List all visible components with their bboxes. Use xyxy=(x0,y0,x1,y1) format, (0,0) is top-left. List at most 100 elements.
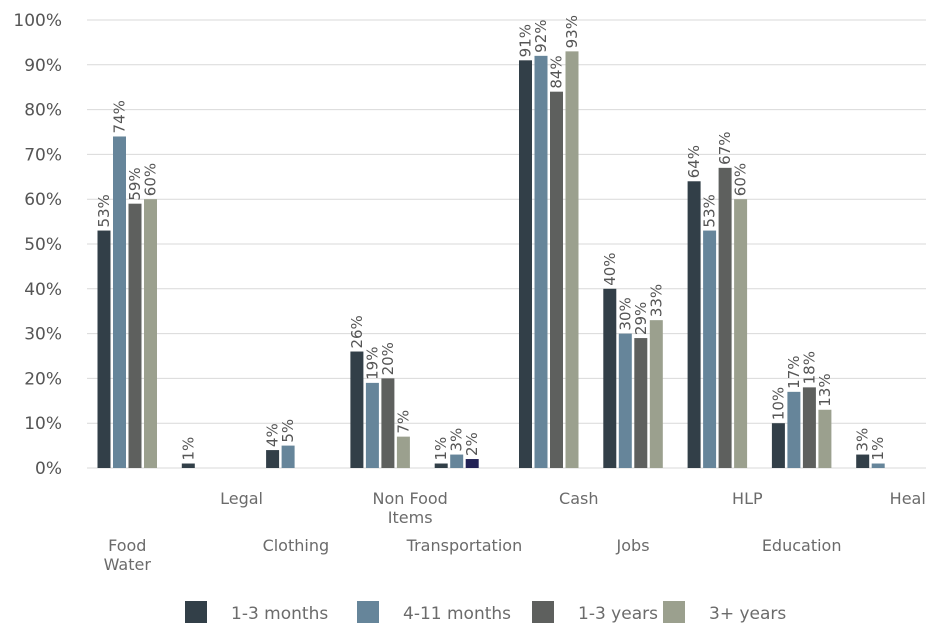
bar xyxy=(703,230,717,468)
data-label: 2% xyxy=(463,432,481,456)
bar xyxy=(113,136,126,469)
category-label: Non Food Items xyxy=(372,489,447,527)
bar xyxy=(434,463,448,468)
data-labels: 53%74%59%60%1%4%5%26%19%20%7%1%3%2%91%92… xyxy=(95,15,887,461)
y-tick-label: 10% xyxy=(24,414,62,434)
data-label: 1% xyxy=(869,437,887,461)
category-label: Jobs xyxy=(616,536,650,555)
y-tick-label: 80% xyxy=(24,101,62,121)
bar xyxy=(634,338,648,468)
category-label: Education xyxy=(762,536,842,555)
data-label: 17% xyxy=(785,355,803,388)
bar xyxy=(734,199,748,468)
bar xyxy=(350,351,364,468)
category-label: Cash xyxy=(559,489,598,508)
bar xyxy=(97,230,111,468)
data-label: 64% xyxy=(685,145,703,178)
data-label: 3% xyxy=(448,428,466,452)
bar xyxy=(771,423,785,468)
x-axis-categories: Food Water Legal Clothing Non Food Items Trans… xyxy=(104,489,926,574)
bar xyxy=(365,382,379,468)
bar xyxy=(550,91,563,469)
category-label: HLP xyxy=(732,489,763,508)
legend-swatch xyxy=(663,601,685,623)
y-axis-ticks: 0% 10% 20% 30% 40% 50% 60% 70% 80% 90% 100% xyxy=(13,11,62,479)
data-label: 29% xyxy=(632,302,650,335)
y-tick-label: 90% xyxy=(24,56,62,76)
legend-label: 4-11 months xyxy=(403,604,511,624)
y-tick-label: 30% xyxy=(24,325,62,345)
bar xyxy=(649,320,663,468)
category-label: Legal xyxy=(220,489,263,508)
bars xyxy=(97,51,885,469)
data-label: 84% xyxy=(548,55,566,88)
data-label: 7% xyxy=(394,410,412,434)
data-label: 93% xyxy=(563,15,581,48)
data-label: 4% xyxy=(264,423,282,447)
bar xyxy=(465,459,479,468)
category-label: Health xyxy=(890,489,926,508)
data-label: 91% xyxy=(517,24,535,57)
bar xyxy=(802,387,816,468)
data-label: 74% xyxy=(111,100,129,133)
data-label: 59% xyxy=(126,167,144,200)
data-label: 26% xyxy=(348,315,366,348)
bar xyxy=(281,445,295,468)
y-tick-label: 100% xyxy=(13,11,62,31)
data-label: 33% xyxy=(647,284,665,317)
data-label: 40% xyxy=(601,252,619,285)
bar xyxy=(687,181,701,468)
legend-label: 1-3 years xyxy=(578,604,658,624)
data-label: 5% xyxy=(279,419,297,443)
data-label: 53% xyxy=(95,194,113,227)
bar xyxy=(818,409,832,468)
bar xyxy=(381,378,395,468)
bar xyxy=(534,55,548,469)
y-tick-label: 70% xyxy=(24,145,62,165)
legend-swatch xyxy=(532,601,554,623)
data-label: 19% xyxy=(363,347,381,380)
category-label: Food Water xyxy=(104,536,152,574)
category-label: Clothing xyxy=(263,536,330,555)
data-label: 92% xyxy=(532,19,550,52)
y-tick-label: 50% xyxy=(24,235,62,255)
data-label: 67% xyxy=(716,131,734,164)
data-label: 3% xyxy=(854,428,872,452)
bar xyxy=(181,463,195,468)
data-label: 1% xyxy=(432,437,450,461)
bar xyxy=(450,454,464,468)
bar xyxy=(871,463,885,468)
category-label: Transportation xyxy=(406,536,523,555)
legend: 1-3 months 4-11 months 1-3 years 3+ years xyxy=(185,601,786,624)
bar xyxy=(718,167,732,468)
y-tick-label: 20% xyxy=(24,369,62,389)
bar xyxy=(565,51,579,469)
bar xyxy=(144,199,157,468)
y-tick-label: 40% xyxy=(24,280,62,300)
data-label: 60% xyxy=(732,163,750,196)
bar xyxy=(396,436,410,468)
bar xyxy=(618,333,632,468)
data-label: 1% xyxy=(179,437,197,461)
bar xyxy=(128,203,142,468)
data-label: 53% xyxy=(701,194,719,227)
bar xyxy=(603,288,617,468)
data-label: 60% xyxy=(142,163,160,196)
legend-label: 3+ years xyxy=(709,604,786,624)
data-label: 20% xyxy=(379,342,397,375)
gridlines xyxy=(87,19,926,469)
legend-label: 1-3 months xyxy=(231,604,328,624)
y-tick-label: 0% xyxy=(35,459,62,479)
data-label: 18% xyxy=(800,351,818,384)
y-tick-label: 60% xyxy=(24,190,62,210)
bar xyxy=(787,391,801,468)
bar xyxy=(856,454,870,468)
data-label: 13% xyxy=(816,373,834,406)
data-label: 30% xyxy=(616,297,634,330)
data-label: 10% xyxy=(769,387,787,420)
legend-swatch xyxy=(185,601,207,623)
bar xyxy=(266,450,280,468)
legend-swatch xyxy=(357,601,379,623)
bar xyxy=(519,60,532,468)
